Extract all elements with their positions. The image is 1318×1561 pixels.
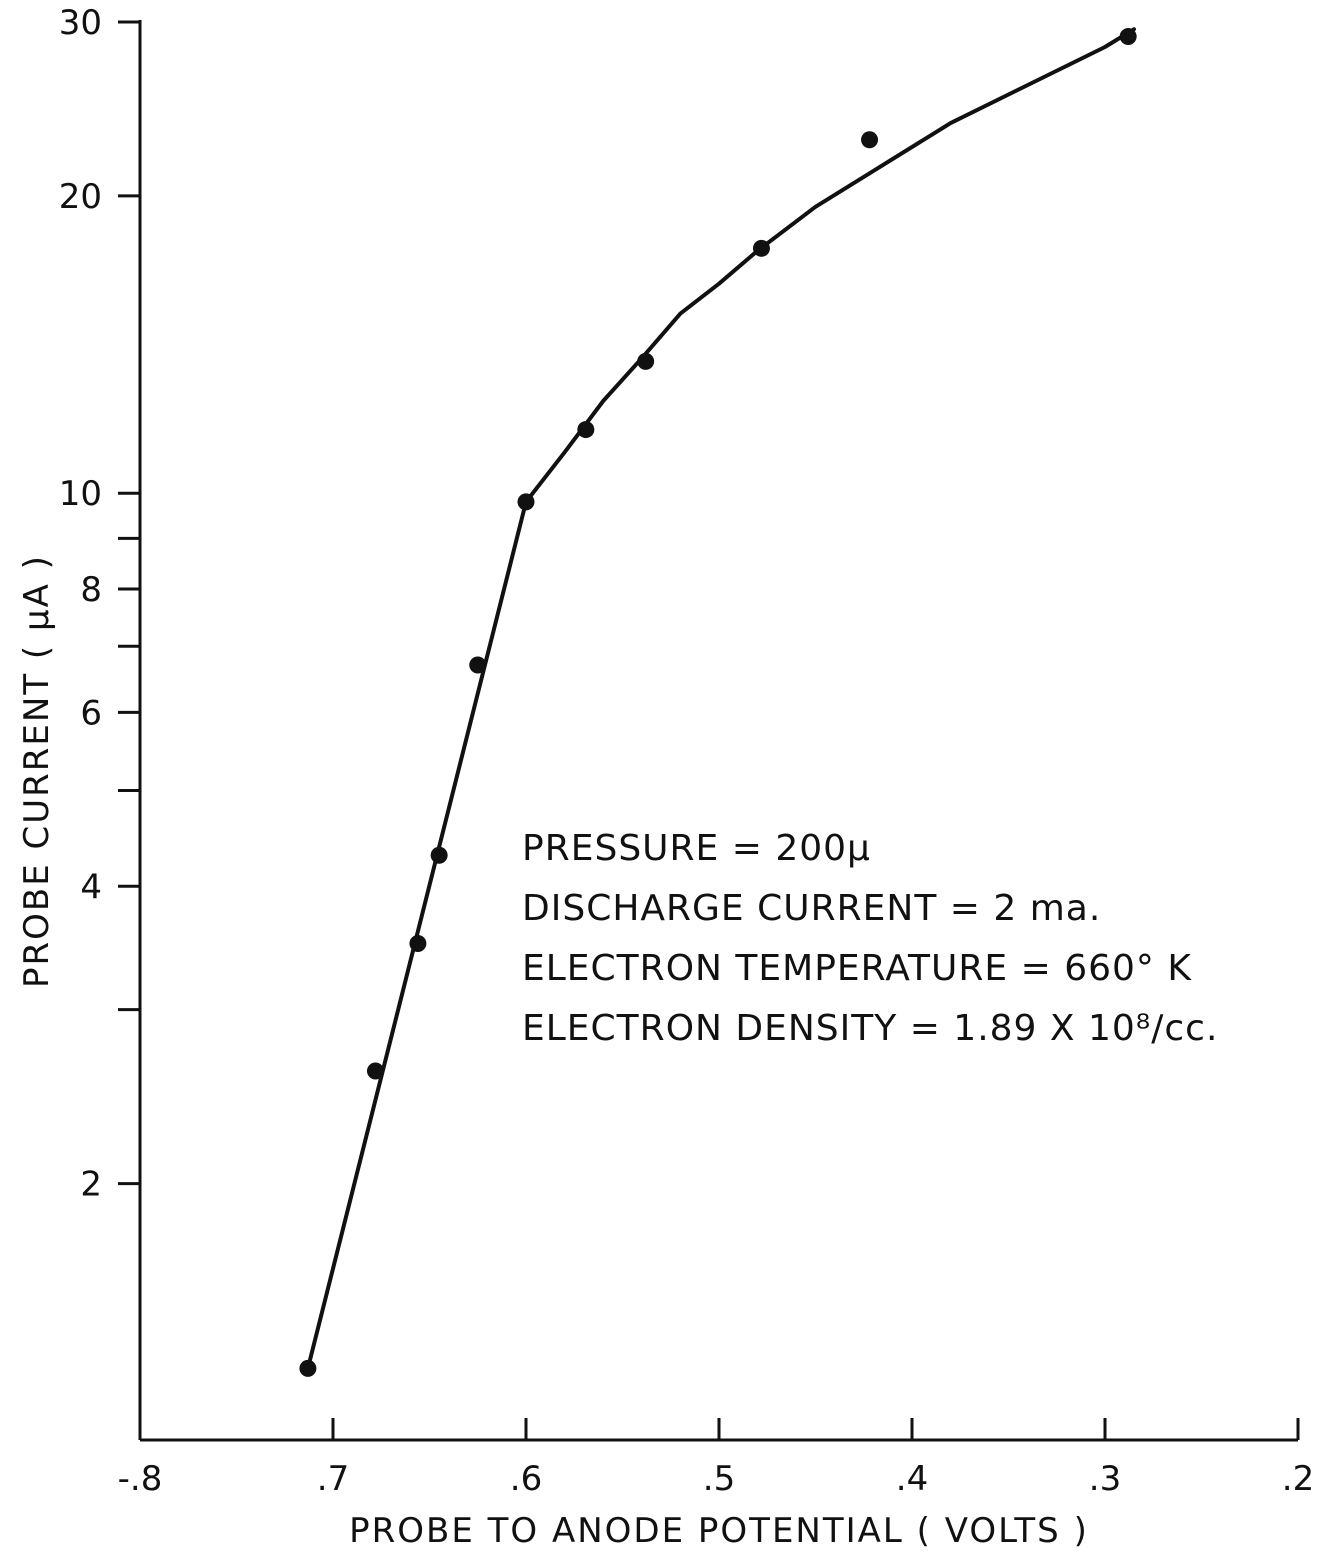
x-tick-label: -.8 bbox=[118, 1459, 163, 1499]
data-point bbox=[430, 846, 448, 864]
y-tick-label: 10 bbox=[59, 474, 102, 514]
data-point bbox=[752, 239, 770, 257]
y-tick-label: 2 bbox=[80, 1165, 102, 1205]
annotation-block: PRESSURE = 200μ DISCHARGE CURRENT = 2 ma.… bbox=[522, 828, 1218, 1049]
x-axis-label: PROBE TO ANODE POTENTIAL ( VOLTS ) bbox=[349, 1511, 1089, 1551]
data-point bbox=[517, 493, 535, 511]
tick-labels: -.8 .7 .6 .5 .4 .3 .2 2 4 6 8 10 20 30 bbox=[59, 3, 1314, 1499]
y-tick-label: 6 bbox=[80, 693, 102, 733]
data-point bbox=[577, 421, 595, 439]
data-point bbox=[1119, 28, 1137, 46]
y-tick-label: 4 bbox=[80, 867, 102, 907]
data-point bbox=[469, 656, 487, 674]
annotation-line: DISCHARGE CURRENT = 2 ma. bbox=[522, 888, 1101, 929]
x-tick-label: .2 bbox=[1282, 1459, 1314, 1499]
x-tick-label: .5 bbox=[703, 1459, 735, 1499]
x-tick-label: .4 bbox=[896, 1459, 928, 1499]
axes bbox=[138, 20, 1298, 1442]
y-tick-label: 8 bbox=[80, 570, 102, 610]
fit-curve bbox=[305, 27, 1136, 1371]
annotation-line: PRESSURE = 200μ bbox=[522, 828, 871, 869]
x-tick-label: .3 bbox=[1089, 1459, 1121, 1499]
annotation-line: ELECTRON TEMPERATURE = 660° K bbox=[522, 948, 1192, 989]
x-tick-label: .7 bbox=[317, 1459, 349, 1499]
data-point bbox=[299, 1359, 317, 1377]
y-axis-label: PROBE CURRENT ( μA ) bbox=[17, 554, 57, 988]
data-point bbox=[409, 935, 427, 953]
x-tick-label: .6 bbox=[510, 1459, 542, 1499]
data-point bbox=[637, 352, 655, 370]
data-point bbox=[366, 1062, 384, 1080]
data-point bbox=[861, 131, 879, 149]
tick-marks bbox=[118, 20, 1300, 1440]
y-tick-label: 30 bbox=[59, 3, 102, 43]
data-points bbox=[299, 28, 1137, 1377]
annotation-line: ELECTRON DENSITY = 1.89 X 10⁸/cc. bbox=[522, 1008, 1218, 1049]
y-tick-label: 20 bbox=[59, 177, 102, 217]
